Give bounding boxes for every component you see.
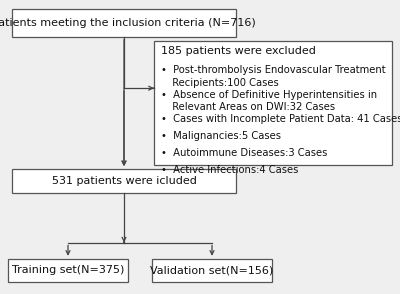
Text: Relevant Areas on DWI:32 Cases: Relevant Areas on DWI:32 Cases <box>166 102 335 112</box>
Text: Patients meeting the inclusion criteria (N=716): Patients meeting the inclusion criteria … <box>0 18 256 28</box>
FancyBboxPatch shape <box>154 41 392 165</box>
FancyBboxPatch shape <box>12 169 236 193</box>
Text: Recipients:100 Cases: Recipients:100 Cases <box>166 78 279 88</box>
Text: •  Malignancies:5 Cases: • Malignancies:5 Cases <box>161 131 281 141</box>
Text: •  Absence of Definitive Hyperintensities in: • Absence of Definitive Hyperintensities… <box>161 90 377 100</box>
FancyBboxPatch shape <box>8 259 128 282</box>
Text: 531 patients were icluded: 531 patients were icluded <box>52 176 196 186</box>
FancyBboxPatch shape <box>12 9 236 37</box>
Text: 185 patients were excluded: 185 patients were excluded <box>161 46 316 56</box>
Text: •  Cases with Incomplete Patient Data: 41 Cases: • Cases with Incomplete Patient Data: 41… <box>161 114 400 124</box>
Text: •  Autoimmune Diseases:3 Cases: • Autoimmune Diseases:3 Cases <box>161 148 328 158</box>
Text: •  Post-thrombolysis Endovascular Treatment: • Post-thrombolysis Endovascular Treatme… <box>161 65 386 75</box>
FancyBboxPatch shape <box>152 259 272 282</box>
Text: Validation set(N=156): Validation set(N=156) <box>150 265 274 275</box>
Text: Training set(N=375): Training set(N=375) <box>12 265 124 275</box>
Text: •  Active Infections:4 Cases: • Active Infections:4 Cases <box>161 165 298 175</box>
